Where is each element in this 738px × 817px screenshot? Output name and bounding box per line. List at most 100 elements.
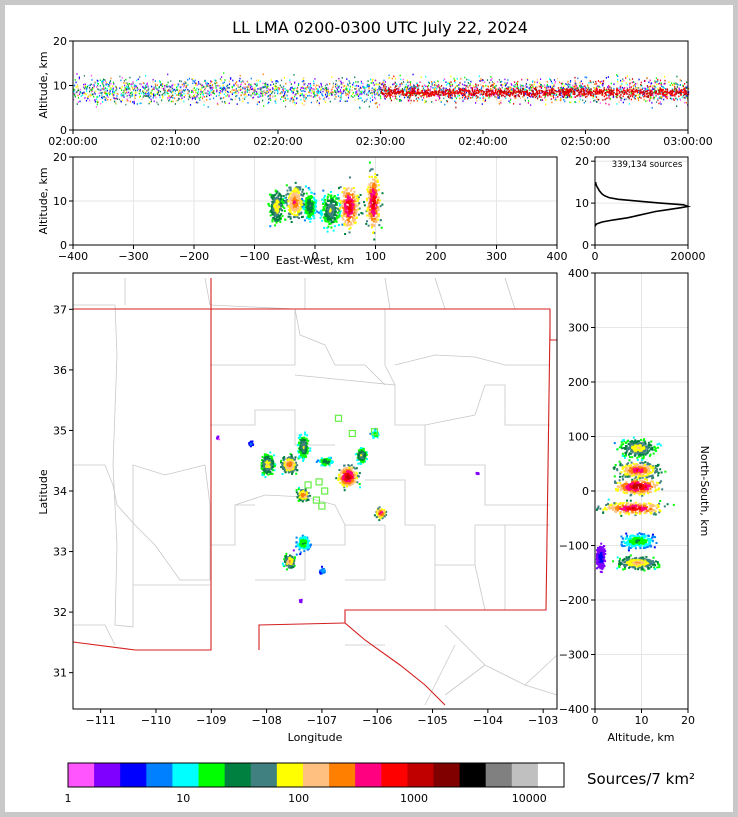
source-mark [449, 89, 451, 91]
source-mark [405, 89, 408, 91]
source-mark [680, 92, 682, 94]
source-mark [248, 89, 250, 92]
source-mark [654, 92, 656, 95]
source-mark [89, 84, 91, 87]
source-cell [290, 198, 293, 201]
source-mark [437, 92, 440, 95]
source-mark [265, 92, 267, 95]
source-mark [423, 95, 425, 97]
source-mark [567, 91, 569, 94]
source-mark [495, 90, 497, 93]
source-mark [438, 84, 440, 86]
source-mark [394, 98, 396, 100]
source-mark [496, 81, 499, 83]
source-mark [313, 90, 315, 93]
source-mark [231, 86, 233, 89]
source-mark [326, 91, 328, 94]
source-mark [611, 90, 613, 92]
source-mark [201, 97, 204, 100]
source-mark [228, 87, 230, 89]
source-mark [468, 94, 470, 96]
source-mark [290, 96, 292, 99]
source-cell [279, 217, 282, 220]
source-mark [483, 91, 485, 93]
source-mark [234, 82, 237, 85]
source-mark [467, 95, 469, 98]
source-mark [399, 99, 401, 101]
source-cell [274, 219, 277, 222]
source-mark [407, 90, 409, 93]
source-mark [493, 82, 495, 85]
source-mark [217, 103, 219, 106]
source-mark [340, 98, 342, 101]
source-mark [570, 88, 572, 90]
source-mark [170, 80, 172, 82]
source-cell [277, 200, 280, 203]
source-mark [465, 90, 467, 92]
source-mark [620, 88, 622, 91]
source-cell [271, 218, 274, 221]
source-mark [131, 91, 133, 94]
source-mark [109, 88, 111, 91]
source-mark [583, 91, 585, 93]
source-mark [93, 91, 96, 94]
source-mark [116, 98, 118, 100]
source-mark [346, 100, 348, 102]
source-mark [285, 99, 287, 102]
source-mark [369, 100, 372, 103]
source-mark [349, 91, 351, 93]
source-mark [551, 89, 554, 92]
source-mark [77, 101, 79, 103]
source-mark [492, 82, 494, 84]
source-mark [183, 83, 185, 86]
source-mark [633, 91, 635, 93]
source-mark [207, 90, 209, 92]
source-mark [399, 83, 401, 86]
source-mark [526, 79, 529, 81]
source-mark [442, 92, 444, 95]
source-mark [199, 99, 201, 101]
source-mark [553, 85, 555, 88]
source-mark [135, 89, 137, 92]
source-mark [246, 95, 248, 97]
source-mark [535, 88, 537, 91]
source-mark [213, 87, 215, 89]
source-mark [659, 87, 661, 89]
source-mark [451, 97, 453, 100]
source-mark [145, 93, 147, 95]
source-mark [254, 89, 256, 91]
source-mark [423, 96, 425, 99]
source-mark [638, 78, 640, 81]
source-mark [432, 94, 435, 96]
source-mark [633, 88, 635, 91]
source-mark [126, 85, 128, 88]
source-mark [409, 97, 411, 99]
source-mark [388, 93, 390, 95]
source-mark [454, 81, 456, 84]
source-mark [220, 79, 222, 82]
source-mark [113, 90, 115, 93]
source-mark [125, 78, 127, 81]
source-cell [300, 200, 303, 203]
source-mark [584, 85, 586, 87]
source-mark [682, 94, 684, 97]
source-mark [134, 84, 136, 86]
source-mark [212, 90, 215, 92]
source-mark [431, 92, 434, 94]
source-mark [434, 84, 436, 86]
source-mark [684, 87, 686, 90]
source-cell [337, 216, 340, 219]
source-mark [89, 88, 91, 91]
source-mark [585, 93, 587, 96]
source-mark [292, 90, 294, 92]
source-mark [440, 100, 442, 102]
source-mark [386, 95, 389, 97]
source-mark [212, 97, 215, 100]
source-mark [463, 91, 466, 93]
source-mark [375, 79, 377, 82]
source-cell [282, 199, 285, 202]
source-mark [504, 83, 506, 85]
source-mark [484, 97, 486, 100]
source-mark [342, 82, 344, 84]
source-mark [635, 95, 637, 97]
